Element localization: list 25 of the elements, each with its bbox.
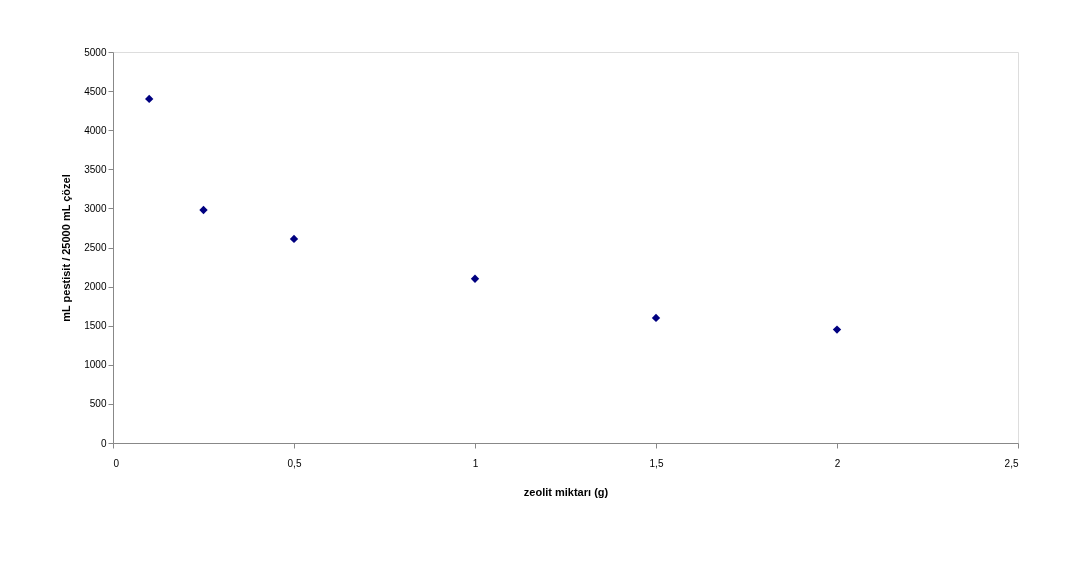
y-tick-label: 3500: [84, 163, 107, 175]
y-tick-label: 3000: [84, 202, 107, 214]
y-axis-title: mL pestisit / 25000 mL çözel: [60, 174, 73, 322]
x-tick-label: 1: [472, 457, 479, 469]
point: [289, 234, 299, 244]
x-tick-label: 2: [834, 457, 841, 469]
y-tick-label: 1500: [84, 320, 107, 332]
point: [470, 274, 480, 283]
x-tick-label: 0: [113, 457, 120, 469]
y-tick-label: 2000: [84, 281, 107, 293]
x-axis-title: zeolit miktarı (g): [523, 485, 609, 498]
y-tick-label: 4000: [84, 124, 107, 136]
y-tick-label: 4500: [84, 85, 107, 97]
x-tick-label: 1,5: [649, 457, 664, 469]
point: [832, 325, 842, 334]
y-tick-label: 0: [100, 437, 107, 449]
y-tick-label: 500: [89, 398, 107, 410]
point: [651, 313, 661, 323]
point: [145, 94, 154, 104]
x-tick-label: 2,5: [1004, 457, 1019, 469]
y-tick-label: 5000: [84, 46, 107, 58]
y-tick-label: 2500: [84, 242, 107, 253]
point: [199, 205, 208, 215]
x-tick-label: 0,5: [287, 457, 302, 469]
y-tick-label: 1000: [84, 359, 107, 371]
